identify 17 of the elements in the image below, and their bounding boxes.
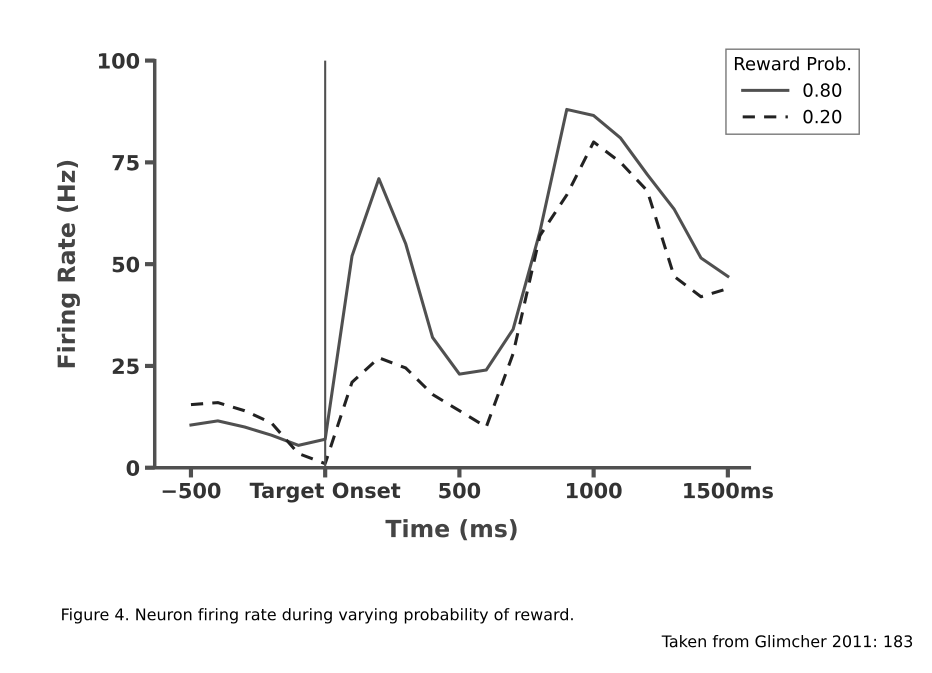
y-tick-label: 25 xyxy=(112,358,139,374)
legend-label: 0.80 xyxy=(803,83,842,97)
y-tick-label: 0 xyxy=(126,460,140,476)
caption: Figure 4. Neuron firing rate during varying probability of reward. xyxy=(62,608,573,624)
y-tick-label: 75 xyxy=(112,155,139,171)
x-tick-label: 1500ms xyxy=(684,482,773,498)
x-tick-label: −500 xyxy=(162,482,220,498)
legend-label: 0.20 xyxy=(803,110,842,124)
x-tick-label: 500 xyxy=(439,482,480,498)
y-tick-label: 50 xyxy=(112,256,140,272)
legend-title: Reward Prob. xyxy=(734,56,850,70)
y-axis-title: Firing Rate (Hz) xyxy=(56,160,80,368)
text: Taken from Glimcher 2011: 183 xyxy=(662,634,912,648)
y-tick-label: 100 xyxy=(98,53,140,69)
x-tick-label: Target Onset xyxy=(250,482,400,502)
x-axis-title: Time (ms) xyxy=(385,519,517,540)
x-tick-label: 1000 xyxy=(566,482,622,498)
